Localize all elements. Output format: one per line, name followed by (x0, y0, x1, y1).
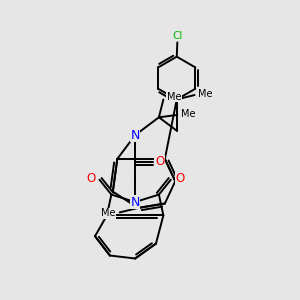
Text: O: O (175, 172, 184, 185)
Text: Cl: Cl (173, 31, 183, 41)
Text: Me: Me (167, 92, 181, 101)
Text: O: O (86, 172, 95, 185)
Text: Me: Me (198, 88, 213, 98)
Text: O: O (155, 155, 164, 168)
Text: Me: Me (182, 109, 196, 119)
Text: N: N (130, 196, 140, 208)
Text: N: N (130, 129, 140, 142)
Text: Me: Me (101, 208, 116, 218)
